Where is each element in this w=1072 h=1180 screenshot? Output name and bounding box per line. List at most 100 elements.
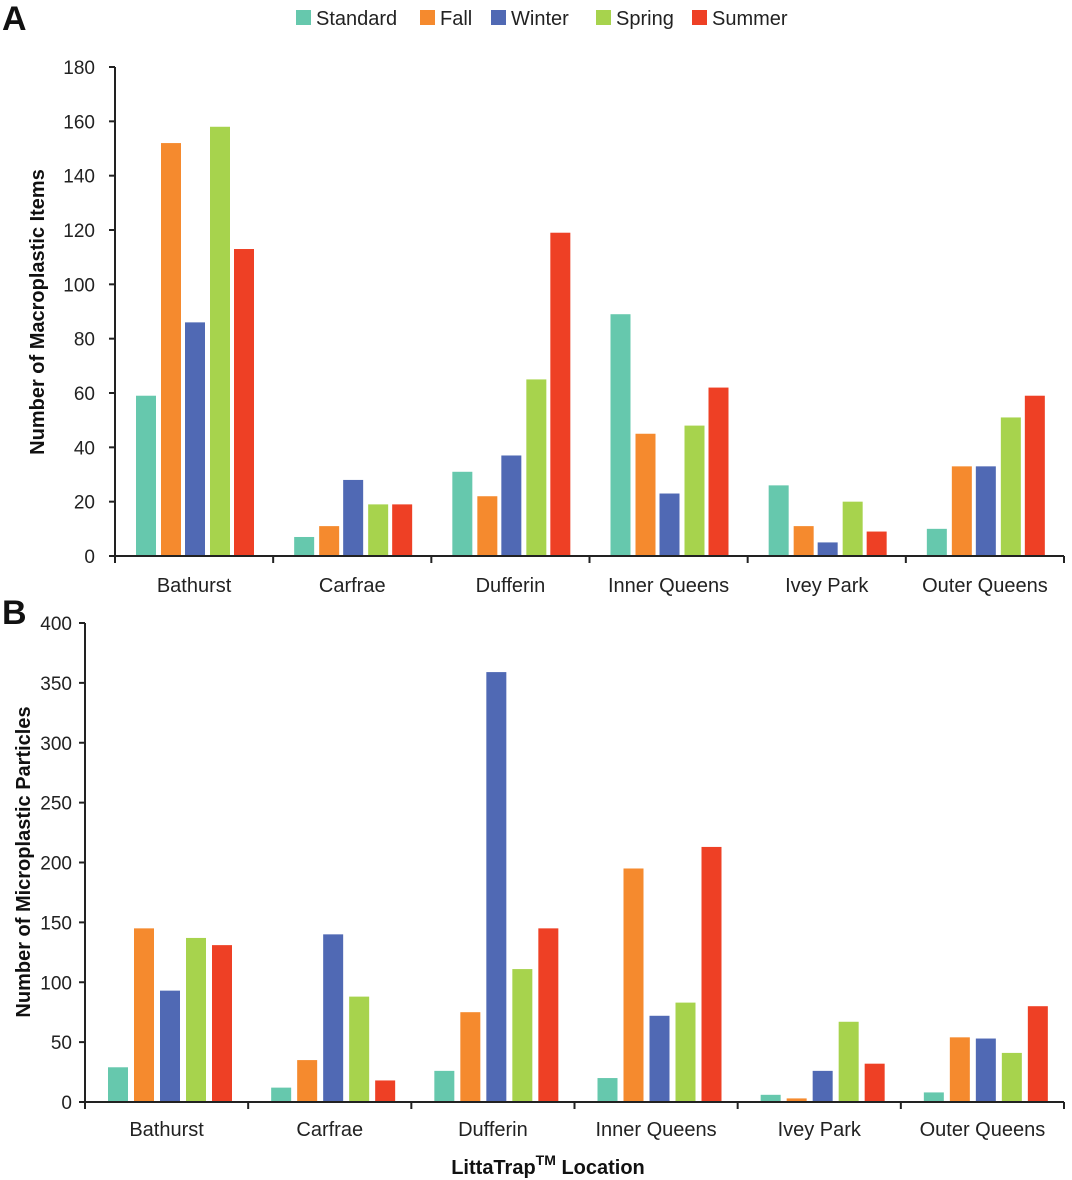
panel-a-category-label: Outer Queens	[922, 575, 1048, 597]
panel-b-bar-fall-ivey-park	[786, 1098, 807, 1102]
panel-a-bar-standard-ivey-park	[768, 485, 789, 556]
panel-a-bar-winter-outer-queens	[975, 466, 996, 556]
panel-b-x-axis-title: LittaTrapTM Location	[451, 1152, 645, 1179]
panel-a-y-tick-label: 160	[63, 112, 95, 133]
panel-b-category-label: Inner Queens	[595, 1119, 716, 1141]
panel-b-bar-standard-outer-queens	[923, 1092, 944, 1102]
legend-swatch-summer	[692, 10, 707, 25]
panel-b-bar-standard-inner-queens	[597, 1078, 618, 1102]
panel-a-bar-standard-dufferin	[452, 471, 473, 556]
panel-b-bar-fall-bathurst	[134, 928, 154, 1102]
panel-b-bar-summer-dufferin	[538, 928, 559, 1102]
panel-b-bar-spring-bathurst	[186, 937, 206, 1102]
panel-b-bar-spring-ivey-park	[838, 1021, 859, 1102]
panel-a-y-tick-label: 0	[84, 547, 95, 568]
panel-b-y-tick-label: 50	[51, 1033, 72, 1054]
panel-b-bar-standard-bathurst	[108, 1067, 128, 1102]
panel-b-bar-spring-outer-queens	[1001, 1052, 1022, 1102]
panel-a-bar-standard-outer-queens	[926, 528, 947, 556]
panel-a-bar-summer-dufferin	[550, 232, 571, 556]
panel-b-bar-summer-outer-queens	[1027, 1006, 1048, 1102]
panel-a-bar-fall-ivey-park	[793, 526, 814, 556]
x-axis-title-rest: Location	[556, 1157, 645, 1179]
legend-label-spring: Spring	[616, 8, 674, 30]
panel-a-bar-spring-ivey-park	[842, 501, 863, 556]
panel-a-bar-fall-dufferin	[477, 496, 498, 556]
panel-a-bar-winter-ivey-park	[817, 542, 838, 556]
panel-a-bar-spring-outer-queens	[1000, 417, 1021, 556]
panel-a-bar-spring-bathurst	[210, 126, 230, 557]
panel-b-category-label: Outer Queens	[920, 1119, 1046, 1141]
panel-a-y-tick-label: 120	[63, 221, 95, 242]
panel-a-y-tick-label: 40	[74, 438, 95, 459]
panel-a-bar-fall-bathurst	[161, 143, 181, 557]
panel-letter-a: A	[2, 0, 27, 38]
panel-b-bar-fall-dufferin	[460, 1012, 481, 1102]
panel-a-bar-standard-bathurst	[136, 395, 156, 556]
panel-a-macroplastic-chart: A Number of Macroplastic Items 0 20 40 60 80…	[2, 0, 1065, 597]
panel-a-bar-summer-bathurst	[234, 249, 254, 556]
panel-b-bar-fall-outer-queens	[949, 1037, 970, 1102]
panel-a-bar-winter-inner-queens	[659, 493, 680, 556]
panel-b-category-label: Bathurst	[129, 1119, 204, 1141]
panel-a-bar-spring-carfrae	[368, 504, 389, 556]
panel-a-bar-fall-outer-queens	[951, 466, 972, 556]
panel-a-bar-spring-dufferin	[526, 379, 547, 556]
panel-b-y-axis-title: Number of Microplastic Particles	[13, 706, 35, 1017]
panel-b-bar-summer-inner-queens	[701, 846, 722, 1102]
panel-b-bar-fall-inner-queens	[623, 868, 644, 1102]
panel-b-bar-winter-dufferin	[486, 672, 507, 1102]
panel-b-bar-summer-bathurst	[212, 945, 232, 1102]
panel-b-bar-standard-dufferin	[434, 1070, 455, 1102]
legend-label-summer: Summer	[712, 8, 788, 30]
panel-b-y-tick-label: 150	[40, 913, 72, 934]
panel-b-bar-standard-carfrae	[271, 1087, 292, 1102]
panel-a-y-tick-label: 20	[74, 493, 95, 514]
legend-swatch-spring	[596, 10, 611, 25]
panel-a-bar-winter-bathurst	[185, 322, 205, 556]
panel-a-bar-fall-carfrae	[319, 526, 340, 556]
panel-b-y-tick-label: 300	[40, 734, 72, 755]
x-axis-title-main: LittaTrap	[451, 1157, 535, 1179]
legend-swatch-standard	[296, 10, 311, 25]
panel-b-bar-winter-ivey-park	[812, 1070, 833, 1102]
legend: Standard Fall Winter Spring Summer	[296, 8, 788, 30]
panel-b-bar-standard-ivey-park	[760, 1094, 781, 1102]
legend-label-standard: Standard	[316, 8, 397, 30]
panel-a-bar-winter-dufferin	[501, 455, 522, 556]
panel-b-bar-winter-carfrae	[323, 934, 344, 1102]
panel-a-bar-standard-inner-queens	[610, 314, 631, 556]
panel-a-y-tick-label: 80	[74, 330, 95, 351]
panel-b-y-tick-label: 200	[40, 854, 72, 875]
legend-swatch-winter	[491, 10, 506, 25]
panel-b-category-label: Ivey Park	[778, 1119, 862, 1141]
panel-a-y-tick-label: 180	[63, 58, 95, 79]
panel-a-y-tick-label: 60	[74, 384, 95, 405]
panel-b-y-tick-label: 0	[61, 1093, 72, 1114]
panel-b-category-label: Dufferin	[458, 1119, 528, 1141]
panel-a-bar-summer-ivey-park	[866, 531, 887, 556]
panel-b-category-label: Carfrae	[296, 1119, 363, 1141]
legend-label-fall: Fall	[440, 8, 472, 30]
legend-label-winter: Winter	[511, 8, 569, 30]
panel-a-bar-spring-inner-queens	[684, 425, 705, 556]
panel-b-microplastic-chart: B Number of Microplastic Particles 0 50 10…	[2, 594, 1065, 1179]
panel-b-y-tick-label: 400	[40, 614, 72, 635]
panel-a-bar-summer-carfrae	[392, 504, 413, 556]
panel-b-bar-spring-dufferin	[512, 969, 533, 1102]
panel-a-bar-fall-inner-queens	[635, 433, 656, 556]
panel-b-bar-winter-bathurst	[160, 990, 180, 1102]
panel-a-category-label: Inner Queens	[608, 575, 729, 597]
panel-a-bar-standard-carfrae	[294, 536, 315, 556]
panel-b-bar-spring-carfrae	[349, 996, 370, 1102]
panel-a-y-tick-label: 140	[63, 167, 95, 188]
legend-swatch-fall	[420, 10, 435, 25]
x-axis-title-superscript: TM	[536, 1152, 556, 1168]
panel-a-category-label: Carfrae	[319, 575, 386, 597]
panel-a-category-label: Bathurst	[157, 575, 232, 597]
panel-b-bar-spring-inner-queens	[675, 1002, 696, 1102]
panel-a-bar-summer-outer-queens	[1024, 395, 1045, 556]
panel-b-bar-winter-inner-queens	[649, 1015, 670, 1102]
panel-b-y-tick-label: 100	[40, 973, 72, 994]
